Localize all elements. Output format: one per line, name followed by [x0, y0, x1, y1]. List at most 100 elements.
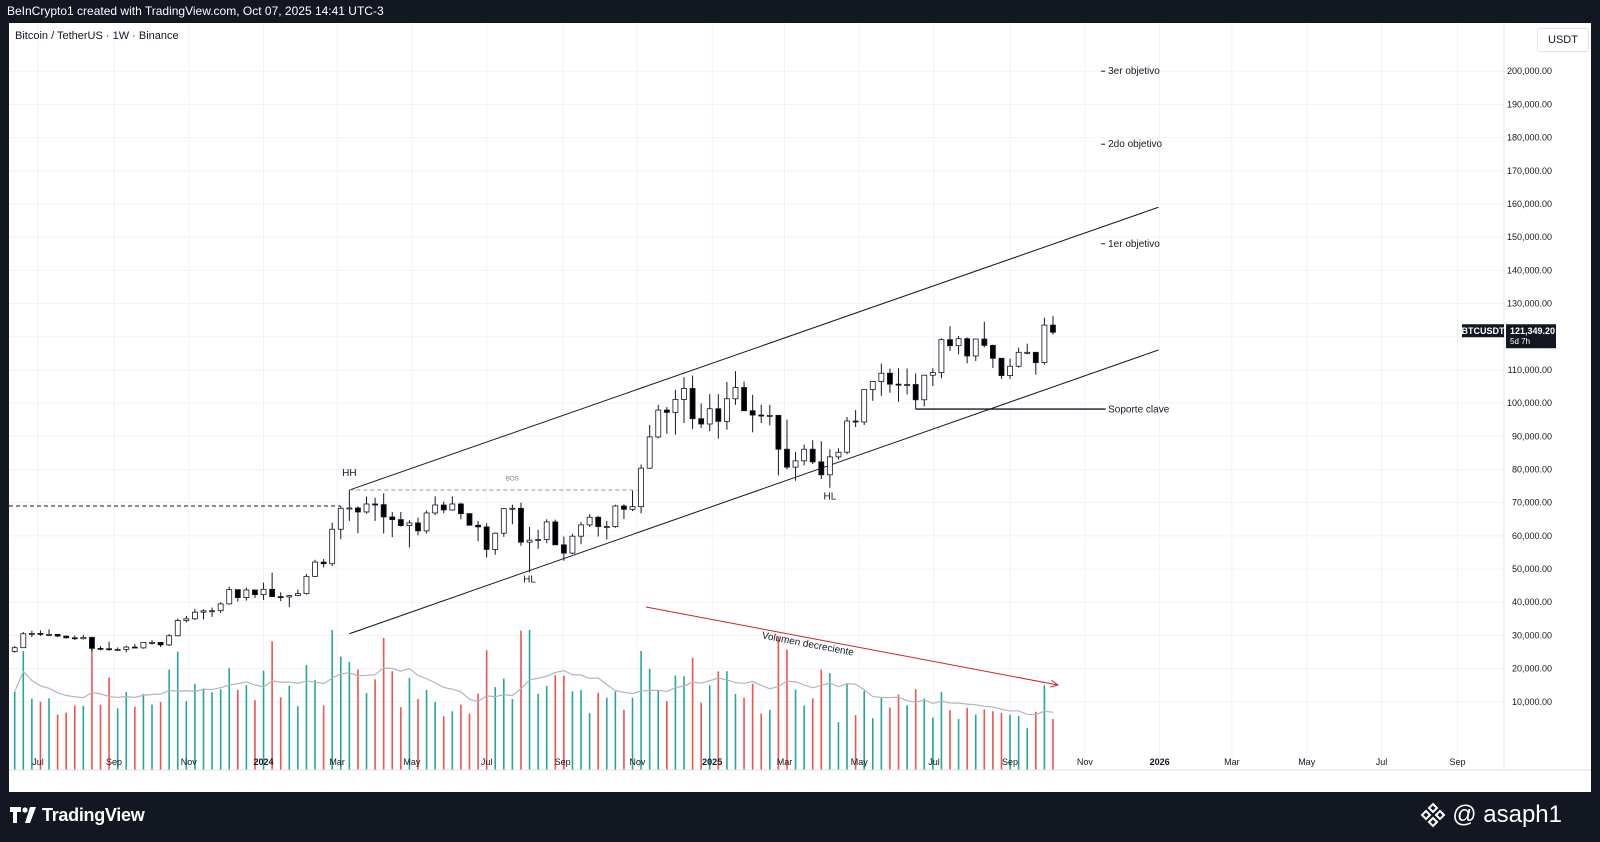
- candle-body: [440, 504, 447, 511]
- candle-body: [775, 414, 782, 450]
- currency-button[interactable]: USDT: [1537, 28, 1589, 52]
- candle-body: [209, 610, 215, 613]
- candle-body: [998, 357, 1005, 376]
- candle-body: [715, 408, 722, 422]
- candle-body: [560, 544, 567, 554]
- annotation-volumen-decreciente: Volumen decreciente: [761, 630, 855, 658]
- candle-body: [234, 589, 241, 598]
- candle-body: [320, 561, 327, 565]
- candle-body: [887, 372, 893, 385]
- axes: 10,000.00 20,000.00 30,000.00 40,000.00 50,0…: [9, 23, 1591, 771]
- candle-body: [458, 503, 464, 515]
- price-chart[interactable]: 3er objetivo 2do objetivo 1er objetivo Sopo…: [9, 23, 1591, 792]
- candle-body: [389, 516, 396, 520]
- candle-body: [432, 504, 439, 514]
- candle-body: [681, 388, 687, 400]
- x-tick-label: Jul: [32, 757, 44, 767]
- channel-lower-line: [349, 349, 1159, 635]
- x-tick-label: Mar: [1224, 757, 1240, 767]
- candle-body: [166, 635, 173, 646]
- author-name: @ asaph1: [1452, 801, 1562, 828]
- candle-body: [990, 344, 996, 359]
- x-tick-label: Nov: [629, 757, 646, 767]
- x-tick-label: Mar: [329, 757, 345, 767]
- candle-body: [895, 383, 902, 386]
- price-tag-countdown: 5d 7h: [1510, 337, 1530, 346]
- candle-body: [449, 503, 456, 511]
- candle-body: [80, 637, 87, 640]
- candle-body: [689, 388, 696, 420]
- candle-body: [792, 460, 799, 468]
- candle-body: [818, 461, 825, 476]
- candle-body: [826, 456, 833, 476]
- candle-body: [578, 524, 584, 537]
- volume-arrow-head: [1050, 679, 1060, 688]
- candle-body: [732, 387, 739, 400]
- candle-body: [586, 516, 593, 526]
- candle-body: [784, 448, 790, 468]
- candle-body: [569, 535, 576, 554]
- candle-body: [226, 589, 233, 605]
- candle-body: [526, 539, 533, 543]
- candle-body: [294, 593, 301, 597]
- y-tick-label: 70,000.00: [1512, 498, 1552, 508]
- ticker-tag-label: BTCUSDT: [1462, 326, 1505, 336]
- candle-body: [947, 339, 953, 347]
- candle-body: [1050, 324, 1056, 333]
- y-tick-label: 110,000.00: [1508, 365, 1552, 375]
- y-tick-label: 50,000.00: [1512, 564, 1552, 574]
- y-tick-label: 140,000.00: [1507, 265, 1552, 275]
- candle-body: [801, 448, 808, 462]
- candle-body: [466, 513, 473, 526]
- candle-body: [543, 521, 550, 540]
- chart-panel[interactable]: 3er objetivo 2do objetivo 1er objetivo Sopo…: [9, 23, 1591, 792]
- y-tick-label: 30,000.00: [1512, 630, 1552, 640]
- brand-text: TradingView: [42, 804, 145, 825]
- candle-body: [766, 414, 773, 417]
- x-tick-label: Jul: [481, 757, 493, 767]
- y-tick-label: 60,000.00: [1512, 531, 1552, 541]
- volume-arrow-line: [645, 606, 1058, 686]
- x-tick-label: Jul: [1376, 757, 1388, 767]
- candle-body: [741, 387, 747, 412]
- x-tick-label: Sep: [555, 757, 571, 767]
- candle-body: [629, 506, 636, 510]
- candle-body: [192, 611, 198, 620]
- annotation-hl: HL: [823, 491, 836, 502]
- candle-body: [329, 528, 336, 565]
- symbol-title[interactable]: Bitcoin / TetherUS · 1W · Binance: [15, 30, 179, 42]
- y-tick-label: 40,000.00: [1512, 597, 1552, 607]
- x-tick-label: Nov: [181, 757, 198, 767]
- binance-diamond-icon: [1420, 802, 1446, 828]
- candle-body: [37, 633, 44, 635]
- grid: [9, 23, 1504, 770]
- candle-body: [89, 637, 95, 649]
- ticker-tag-bg: [1462, 324, 1504, 338]
- annotation-soporte-clave: Soporte clave: [1108, 405, 1170, 416]
- candle-body: [46, 634, 52, 636]
- x-tick-label: Jul: [928, 757, 940, 767]
- y-tick-label: 180,000.00: [1507, 133, 1552, 143]
- x-tick-label: Sep: [106, 757, 122, 767]
- candle-body: [346, 507, 353, 510]
- annotation-bos: BOS: [506, 476, 519, 482]
- tradingview-logo: TradingView: [10, 803, 145, 827]
- drawings: [9, 206, 1159, 688]
- screenshot-caption-bar: BeInCrypto1 created with TradingView.com…: [0, 0, 1600, 23]
- candle-body: [337, 507, 344, 530]
- candle-body: [114, 648, 121, 651]
- candle-body: [1041, 324, 1048, 364]
- candle-body: [844, 420, 850, 453]
- candles: [11, 316, 1056, 653]
- x-tick-label: May: [851, 757, 869, 767]
- y-tick-label: 200,000.00: [1507, 66, 1552, 76]
- candle-body: [11, 647, 18, 652]
- x-tick-label: May: [403, 757, 421, 767]
- candle-body: [286, 595, 293, 598]
- y-tick-label: 10,000.00: [1512, 697, 1552, 707]
- candle-body: [758, 414, 765, 417]
- annotation-2do-objetivo: 2do objetivo: [1108, 139, 1162, 150]
- candle-body: [415, 522, 421, 532]
- candle-body: [243, 589, 250, 598]
- candle-body: [140, 641, 147, 649]
